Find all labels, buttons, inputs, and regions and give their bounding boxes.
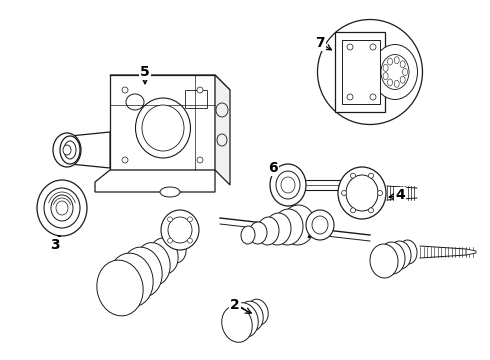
Ellipse shape <box>187 217 193 222</box>
Polygon shape <box>95 170 215 192</box>
Ellipse shape <box>51 195 73 221</box>
Ellipse shape <box>394 57 399 64</box>
Ellipse shape <box>350 208 356 213</box>
Text: 1: 1 <box>315 221 325 235</box>
Ellipse shape <box>160 187 180 197</box>
Ellipse shape <box>370 244 398 278</box>
Ellipse shape <box>312 216 328 234</box>
Ellipse shape <box>383 64 388 71</box>
Ellipse shape <box>222 306 252 342</box>
Ellipse shape <box>197 87 203 93</box>
Text: 2: 2 <box>230 298 240 312</box>
Ellipse shape <box>217 134 227 146</box>
Ellipse shape <box>122 157 128 163</box>
Polygon shape <box>466 249 476 255</box>
Ellipse shape <box>44 188 80 228</box>
Ellipse shape <box>342 190 346 195</box>
Text: 7: 7 <box>315 36 325 50</box>
Ellipse shape <box>63 145 71 155</box>
Ellipse shape <box>164 233 186 263</box>
Ellipse shape <box>368 173 373 178</box>
Ellipse shape <box>400 76 405 83</box>
Ellipse shape <box>368 208 373 213</box>
Ellipse shape <box>197 157 203 163</box>
Ellipse shape <box>306 210 334 240</box>
Ellipse shape <box>381 54 409 90</box>
Ellipse shape <box>230 303 258 337</box>
Ellipse shape <box>168 238 172 243</box>
Bar <box>185 90 207 108</box>
Ellipse shape <box>161 210 199 250</box>
Ellipse shape <box>377 190 383 195</box>
Bar <box>342 40 380 104</box>
Ellipse shape <box>136 243 170 285</box>
Ellipse shape <box>265 213 291 245</box>
Ellipse shape <box>347 94 353 100</box>
Ellipse shape <box>126 94 144 110</box>
Ellipse shape <box>270 164 306 206</box>
Ellipse shape <box>53 133 81 167</box>
Ellipse shape <box>399 240 417 264</box>
Ellipse shape <box>389 241 411 269</box>
Ellipse shape <box>64 141 76 159</box>
Ellipse shape <box>281 177 295 193</box>
Ellipse shape <box>109 253 153 307</box>
Ellipse shape <box>97 260 143 316</box>
Ellipse shape <box>394 80 399 87</box>
Ellipse shape <box>383 73 388 80</box>
Ellipse shape <box>318 19 422 125</box>
Ellipse shape <box>239 301 263 331</box>
Ellipse shape <box>187 238 193 243</box>
Ellipse shape <box>37 180 87 236</box>
Ellipse shape <box>372 45 417 99</box>
Ellipse shape <box>347 44 353 50</box>
Ellipse shape <box>248 299 268 325</box>
Ellipse shape <box>276 171 300 199</box>
Ellipse shape <box>122 87 128 93</box>
Ellipse shape <box>370 94 376 100</box>
Polygon shape <box>110 75 230 90</box>
Ellipse shape <box>388 58 392 65</box>
Text: 6: 6 <box>268 161 278 175</box>
Ellipse shape <box>379 242 405 274</box>
Polygon shape <box>215 75 230 185</box>
Ellipse shape <box>346 175 378 211</box>
Ellipse shape <box>136 98 191 158</box>
Ellipse shape <box>257 217 279 245</box>
Ellipse shape <box>281 205 315 245</box>
Ellipse shape <box>122 247 162 297</box>
Ellipse shape <box>273 209 303 245</box>
Ellipse shape <box>338 167 386 219</box>
Text: 4: 4 <box>395 188 405 202</box>
Ellipse shape <box>60 136 80 164</box>
Polygon shape <box>70 132 110 168</box>
Ellipse shape <box>400 61 405 68</box>
Text: 3: 3 <box>50 238 60 252</box>
Ellipse shape <box>56 201 68 215</box>
Ellipse shape <box>388 79 392 86</box>
Ellipse shape <box>402 68 408 76</box>
Ellipse shape <box>142 105 184 151</box>
Ellipse shape <box>241 226 255 244</box>
Ellipse shape <box>370 44 376 50</box>
Ellipse shape <box>150 238 178 274</box>
Polygon shape <box>110 75 215 170</box>
Ellipse shape <box>216 103 228 117</box>
Text: 5: 5 <box>140 65 150 79</box>
Ellipse shape <box>168 217 192 243</box>
Ellipse shape <box>350 173 356 178</box>
Polygon shape <box>335 32 385 112</box>
Ellipse shape <box>168 217 172 222</box>
Ellipse shape <box>249 222 267 244</box>
